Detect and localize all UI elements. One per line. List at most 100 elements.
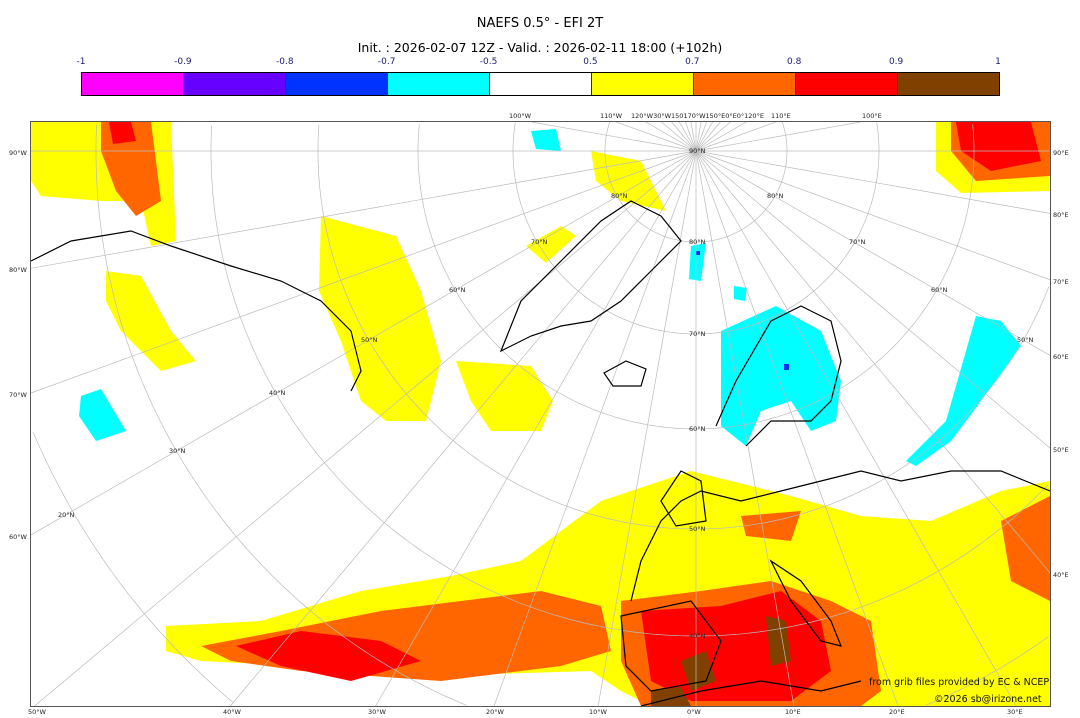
coast-greenland bbox=[499, 200, 682, 353]
meridian-line bbox=[695, 122, 776, 152]
meridian-line bbox=[690, 122, 697, 152]
longitude-label: 60°E bbox=[1053, 353, 1069, 361]
coast-italy bbox=[769, 559, 842, 647]
parallel-line bbox=[781, 122, 788, 151]
field-red bbox=[236, 631, 421, 681]
colorbar-tick: -0.7 bbox=[377, 57, 396, 67]
meridian-line bbox=[34, 150, 697, 706]
longitude-label: 0°W bbox=[687, 708, 701, 716]
parallel-line bbox=[925, 636, 1049, 706]
longitude-label: 40°E bbox=[1053, 571, 1069, 579]
field-cyan bbox=[531, 129, 561, 151]
map-area[interactable]: 90°N 80°N 70°N 60°N 50°N 40°N 80°N 70°N 60°N 50°N… bbox=[30, 121, 1051, 707]
parallel-line bbox=[32, 432, 234, 703]
longitude-label: 10°W bbox=[589, 708, 607, 716]
longitude-label: 110°W bbox=[600, 112, 623, 120]
field-yellow bbox=[319, 216, 441, 421]
latitude-label: 30°N bbox=[169, 447, 186, 455]
meridian-line bbox=[695, 150, 1017, 706]
field-red bbox=[109, 122, 136, 144]
field-orange bbox=[101, 122, 161, 216]
colorbar-tick: -0.8 bbox=[275, 57, 294, 67]
longitude-label: 120°W30°W150170°W150°E0°E0°120°E bbox=[631, 112, 764, 120]
colorbar-segment bbox=[286, 73, 388, 95]
meridian-line bbox=[695, 122, 721, 152]
field-blue bbox=[696, 251, 700, 255]
longitude-label: 10°E bbox=[785, 708, 801, 716]
coast-iberia bbox=[620, 600, 722, 692]
longitude-label: 90°E bbox=[1053, 149, 1069, 157]
colorbar-tick: 0.9 bbox=[888, 57, 904, 67]
meridian-line bbox=[695, 122, 702, 152]
colorbar-segment bbox=[490, 73, 592, 95]
colorbar-segment bbox=[592, 73, 694, 95]
coast-north-america bbox=[31, 230, 362, 392]
field-yellow bbox=[526, 226, 576, 263]
colorbar-segment bbox=[898, 73, 999, 95]
meridian-line bbox=[695, 122, 861, 152]
parallel-line bbox=[210, 125, 1049, 637]
longitude-label: 20°W bbox=[486, 708, 504, 716]
chart-title: NAEFS 0.5° - EFI 2T bbox=[476, 16, 604, 31]
longitude-label: 90°W bbox=[9, 149, 27, 157]
field-yellow bbox=[456, 361, 553, 431]
meridian-line bbox=[695, 150, 1050, 214]
coast-scandinavia bbox=[715, 305, 842, 447]
field-yellow bbox=[106, 271, 196, 371]
meridian-line bbox=[695, 122, 747, 152]
parallel-line bbox=[972, 124, 975, 151]
longitude-label: 100°E bbox=[862, 112, 882, 120]
meridian-line bbox=[695, 122, 731, 152]
credit-source: from grib files provided by EC & NCEP bbox=[869, 677, 1050, 688]
parallel-line bbox=[417, 124, 975, 430]
latitude-label: 80°N bbox=[767, 192, 784, 200]
colorbar-tick: -1 bbox=[76, 57, 86, 67]
longitude-label: 50°W bbox=[28, 708, 46, 716]
colorbar-segment bbox=[184, 73, 286, 95]
field-orange bbox=[1001, 496, 1050, 601]
latitude-label: 70°N bbox=[689, 330, 706, 338]
longitude-label: 50°E bbox=[1053, 446, 1069, 454]
parallel-line bbox=[876, 122, 880, 151]
longitude-label: 70°W bbox=[9, 391, 27, 399]
colorbar bbox=[81, 72, 1000, 96]
latitude-label: 50°N bbox=[1017, 336, 1034, 344]
field-red bbox=[956, 122, 1041, 171]
colorbar-tick: -0.5 bbox=[479, 57, 498, 67]
meridian-line bbox=[685, 122, 697, 152]
chart-subtitle: Init. : 2026-02-07 12Z - Valid. : 2026-0… bbox=[357, 40, 723, 55]
meridian-line bbox=[661, 122, 697, 152]
longitude-label: 40°W bbox=[223, 708, 241, 716]
meridian-line bbox=[695, 150, 899, 706]
field-cyan bbox=[79, 389, 126, 441]
meridian-line bbox=[695, 150, 795, 706]
longitude-label: 70°E bbox=[1053, 278, 1069, 286]
field-cyan bbox=[906, 316, 1021, 466]
colorbar-segment bbox=[796, 73, 898, 95]
colorbar-segment bbox=[82, 73, 184, 95]
meridian-line bbox=[31, 150, 697, 269]
longitude-label: 30°E bbox=[1007, 708, 1023, 716]
parallel-line bbox=[317, 124, 1050, 530]
meridian-line bbox=[375, 150, 697, 706]
latitude-label: 70°N bbox=[849, 238, 866, 246]
field-yellow bbox=[166, 471, 1050, 706]
map-svg bbox=[31, 122, 1050, 706]
parallel-line bbox=[95, 124, 467, 706]
coastlines bbox=[31, 200, 1050, 706]
longitude-label: 60°W bbox=[9, 533, 27, 541]
meridian-line bbox=[597, 150, 697, 706]
colorbar-tick: 0.5 bbox=[583, 57, 598, 67]
longitude-label: 110°E bbox=[771, 112, 791, 120]
meridian-line bbox=[695, 150, 1050, 356]
field-blue bbox=[784, 364, 789, 370]
longitude-label: 80°E bbox=[1053, 211, 1069, 219]
field-brown bbox=[681, 651, 716, 691]
latitude-label: 20°N bbox=[58, 511, 75, 519]
meridian-line bbox=[531, 122, 697, 152]
meridian-line bbox=[695, 150, 1050, 281]
colorbar-tick: 1 bbox=[995, 57, 1001, 67]
coast-iceland bbox=[603, 360, 647, 387]
latitude-label: 60°N bbox=[449, 286, 466, 294]
colorbar-segment bbox=[694, 73, 796, 95]
